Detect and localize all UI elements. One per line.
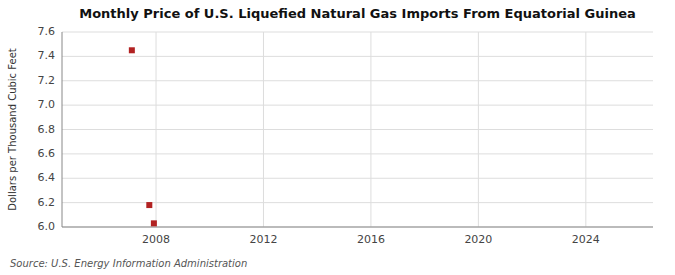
x-tick-label: 2008	[142, 233, 170, 246]
y-tick-label: 6.4	[38, 171, 56, 184]
axes: 6.0 6.2 6.4 6.6 6.8 7.0 7.2 7.4 7.6 2008 2012 2016 2…	[38, 25, 654, 246]
source-note: Source: U.S. Energy Information Administ…	[10, 258, 247, 269]
y-tick-label: 7.2	[38, 74, 56, 87]
y-grid-line	[62, 32, 653, 33]
x-grid-line	[478, 32, 479, 227]
x-tick-label: 2020	[464, 233, 492, 246]
grid	[62, 32, 653, 227]
y-grid-line	[62, 227, 653, 228]
y-tick-label: 6.8	[38, 123, 56, 136]
x-tick-label: 2016	[357, 233, 385, 246]
y-grid-line	[62, 56, 653, 57]
y-tick-label: 7.4	[38, 49, 56, 62]
y-tick-label: 7.0	[38, 98, 56, 111]
point	[151, 220, 157, 226]
y-grid-line	[62, 105, 653, 106]
points	[129, 47, 157, 226]
point	[129, 47, 135, 53]
y-axis-line	[62, 32, 63, 227]
x-grid-line	[585, 32, 586, 227]
x-grid-line	[156, 32, 157, 227]
x-grid-line	[263, 32, 264, 227]
x-grid-line	[370, 32, 371, 227]
y-grid-line	[62, 80, 653, 81]
chart-svg: 6.0 6.2 6.4 6.6 6.8 7.0 7.2 7.4 7.6 2008 2012 2016 2…	[0, 0, 675, 275]
y-grid-line	[62, 129, 653, 130]
x-tick-label: 2024	[572, 233, 600, 246]
y-grid-line	[62, 153, 653, 154]
y-grid-line	[62, 178, 653, 179]
point	[146, 202, 152, 208]
x-axis-line	[62, 227, 653, 228]
y-tick-label: 6.6	[38, 147, 56, 160]
y-tick-label: 6.0	[38, 220, 56, 233]
y-tick-label: 7.6	[38, 25, 56, 38]
y-tick-label: 6.2	[38, 196, 56, 209]
title: Monthly Price of U.S. Liquefied Natural …	[79, 6, 636, 21]
y-axis-label: Dollars per Thousand Cubic Feet	[7, 48, 18, 211]
chart-container: 6.0 6.2 6.4 6.6 6.8 7.0 7.2 7.4 7.6 2008 2012 2016 2…	[0, 0, 675, 275]
x-tick-label: 2012	[249, 233, 277, 246]
